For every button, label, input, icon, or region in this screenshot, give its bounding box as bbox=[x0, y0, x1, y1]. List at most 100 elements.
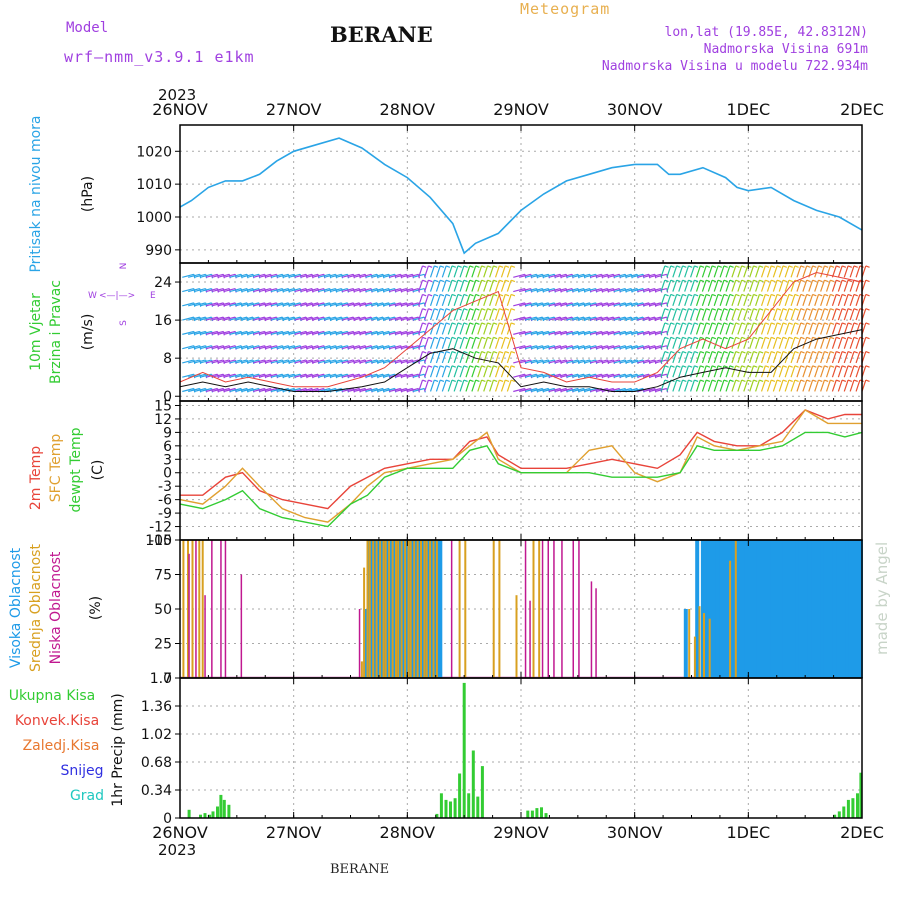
wind-barb-feather bbox=[505, 279, 510, 283]
wind-barb bbox=[684, 294, 690, 307]
wind-barb bbox=[519, 302, 531, 307]
wind-barb-feather bbox=[818, 265, 823, 268]
wind-barb bbox=[772, 294, 778, 307]
wind-barb bbox=[424, 351, 429, 364]
wind-barb bbox=[631, 273, 644, 278]
wind-barb bbox=[318, 373, 330, 378]
wind-barb-feather bbox=[794, 293, 799, 297]
wind-barb bbox=[282, 373, 295, 378]
wind-barb-feather bbox=[853, 322, 858, 325]
wind-barb bbox=[341, 330, 354, 335]
wind-barb bbox=[371, 330, 384, 335]
wind-barb-feather bbox=[830, 350, 835, 354]
wind-barb bbox=[578, 387, 591, 393]
wind-barb bbox=[276, 302, 289, 307]
wind-barb bbox=[359, 316, 372, 321]
wind-barb bbox=[377, 345, 390, 350]
wind-barb-feather bbox=[445, 350, 451, 354]
mid-cloud-bar bbox=[372, 540, 375, 678]
wind-barb-feather bbox=[771, 379, 776, 383]
mid-cloud-bar bbox=[395, 540, 397, 678]
wind-barb bbox=[188, 302, 200, 307]
wind-barb bbox=[318, 316, 330, 321]
wind-barb-feather bbox=[505, 293, 510, 297]
wind-barb bbox=[494, 294, 500, 307]
wind-barb bbox=[595, 387, 608, 393]
wind-barb bbox=[584, 273, 596, 278]
wind-barb-feather bbox=[806, 379, 811, 383]
wind-barb bbox=[435, 365, 441, 378]
mid-cloud-bar bbox=[429, 540, 432, 678]
wind-barb bbox=[619, 387, 632, 393]
wind-barb bbox=[294, 330, 307, 335]
wind-barb bbox=[572, 330, 585, 335]
wind-barb bbox=[300, 373, 313, 378]
wind-barb bbox=[784, 279, 790, 292]
wind-barb-feather bbox=[765, 336, 770, 340]
wind-barb-feather bbox=[445, 279, 451, 283]
wind-barb-feather bbox=[664, 350, 669, 354]
wind-barb-feather bbox=[717, 365, 722, 368]
wind-barb bbox=[205, 273, 218, 278]
low-cloud-bar bbox=[204, 595, 206, 678]
wind-barb-feather bbox=[841, 379, 847, 383]
wind-barb bbox=[849, 337, 855, 349]
wind-barb bbox=[554, 330, 567, 335]
wind-barb bbox=[424, 279, 429, 292]
wind-barb bbox=[530, 330, 543, 335]
wind-barb bbox=[282, 273, 295, 278]
low-cloud-bar bbox=[572, 540, 574, 678]
wind-barb bbox=[193, 345, 206, 350]
wind-barb bbox=[406, 387, 419, 393]
wind-barb bbox=[589, 330, 602, 335]
wind-barb-feather bbox=[422, 336, 427, 340]
wind-barb bbox=[223, 345, 236, 350]
wind-barb bbox=[796, 265, 802, 278]
wind-barb-feather bbox=[682, 293, 687, 297]
wind-barb bbox=[566, 316, 579, 321]
wind-barb bbox=[471, 279, 477, 292]
wind-barb bbox=[217, 288, 230, 293]
wind-barb bbox=[725, 351, 731, 364]
wind-barb-feather bbox=[753, 279, 758, 283]
wind-barb bbox=[760, 265, 766, 278]
wind-barb bbox=[584, 288, 596, 293]
wind-barb bbox=[772, 337, 778, 349]
wind-barb-feather bbox=[824, 379, 829, 383]
precip-bar bbox=[453, 798, 457, 818]
wind-barb bbox=[560, 302, 573, 307]
wind-barb-feather bbox=[487, 365, 492, 368]
wind-barb-feather bbox=[711, 279, 717, 283]
wind-barb bbox=[814, 351, 820, 364]
wind-barb-feather bbox=[481, 265, 486, 268]
wind-barb bbox=[820, 337, 825, 349]
mid-cloud-bar bbox=[703, 613, 705, 678]
wind-barb bbox=[513, 316, 526, 321]
wind-barb bbox=[631, 345, 644, 350]
wind-barb bbox=[388, 316, 401, 321]
wind-barb-feather bbox=[682, 322, 687, 325]
wind-barb bbox=[808, 337, 814, 349]
wind-barb bbox=[418, 365, 424, 378]
wind-barb-feather bbox=[664, 365, 669, 368]
y-tick-label: 0.68 bbox=[141, 755, 172, 771]
wind-barb bbox=[831, 322, 837, 335]
wind-barb bbox=[778, 351, 784, 364]
wind-barb bbox=[660, 308, 666, 321]
wind-barb-feather bbox=[765, 350, 770, 354]
wind-barb bbox=[695, 351, 701, 364]
wind-barb bbox=[329, 273, 342, 278]
wind-barb-feather bbox=[776, 350, 782, 354]
wind-barb bbox=[772, 265, 778, 278]
wind-barb-feather bbox=[694, 379, 699, 383]
high-cloud-bar bbox=[725, 540, 730, 678]
wind-barb-feather bbox=[676, 322, 681, 325]
wind-barb bbox=[394, 359, 407, 364]
high-cloud-bar bbox=[738, 540, 743, 678]
x-tick-label-bottom: 30NOV bbox=[607, 823, 663, 842]
high-cloud-bar bbox=[829, 540, 834, 678]
wind-barb bbox=[855, 322, 861, 335]
wind-barb bbox=[193, 273, 206, 278]
wind-barb bbox=[631, 302, 644, 307]
wind-barb bbox=[678, 379, 684, 392]
